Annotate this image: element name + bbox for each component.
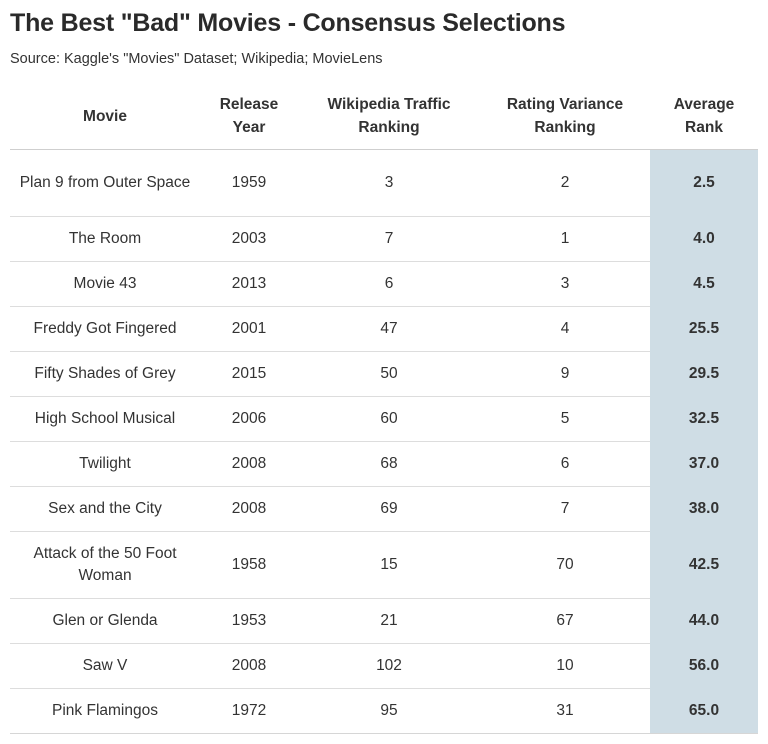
movies-table: Movie Release Year Wikipedia Traffic Ran… bbox=[10, 83, 758, 734]
header-row: Movie Release Year Wikipedia Traffic Ran… bbox=[10, 83, 758, 150]
cell-movie: Fifty Shades of Grey bbox=[10, 351, 200, 397]
cell-rating-variance-ranking: 6 bbox=[480, 441, 650, 487]
column-header-movie: Movie bbox=[10, 83, 200, 150]
cell-release-year: 2015 bbox=[200, 351, 298, 397]
column-header-average-rank: Average Rank bbox=[650, 83, 758, 150]
cell-wikipedia-traffic-ranking: 60 bbox=[298, 396, 480, 442]
cell-wikipedia-traffic-ranking: 47 bbox=[298, 306, 480, 352]
cell-rating-variance-ranking: 10 bbox=[480, 643, 650, 689]
table-row: Sex and the City 2008 69 7 38.0 bbox=[10, 486, 758, 532]
cell-movie: Glen or Glenda bbox=[10, 598, 200, 644]
cell-average-rank: 29.5 bbox=[650, 351, 758, 397]
cell-movie: High School Musical bbox=[10, 396, 200, 442]
cell-rating-variance-ranking: 1 bbox=[480, 216, 650, 262]
table-row: Pink Flamingos 1972 95 31 65.0 bbox=[10, 688, 758, 734]
chart-subtitle: Source: Kaggle's "Movies" Dataset; Wikip… bbox=[10, 51, 383, 67]
column-header-rating-variance-ranking: Rating Variance Ranking bbox=[480, 83, 650, 150]
table-row: Glen or Glenda 1953 21 67 44.0 bbox=[10, 598, 758, 644]
cell-average-rank: 4.5 bbox=[650, 261, 758, 307]
table-row: Saw V 2008 102 10 56.0 bbox=[10, 643, 758, 689]
cell-wikipedia-traffic-ranking: 69 bbox=[298, 486, 480, 532]
table-row: Twilight 2008 68 6 37.0 bbox=[10, 441, 758, 487]
cell-movie: Twilight bbox=[10, 441, 200, 487]
cell-wikipedia-traffic-ranking: 7 bbox=[298, 216, 480, 262]
cell-wikipedia-traffic-ranking: 68 bbox=[298, 441, 480, 487]
cell-rating-variance-ranking: 70 bbox=[480, 531, 650, 599]
cell-average-rank: 44.0 bbox=[650, 598, 758, 644]
cell-release-year: 2008 bbox=[200, 441, 298, 487]
cell-release-year: 2008 bbox=[200, 486, 298, 532]
table-row: Attack of the 50 Foot Woman 1958 15 70 42.5 bbox=[10, 531, 758, 599]
cell-rating-variance-ranking: 7 bbox=[480, 486, 650, 532]
cell-release-year: 2008 bbox=[200, 643, 298, 689]
cell-wikipedia-traffic-ranking: 15 bbox=[298, 531, 480, 599]
cell-release-year: 2006 bbox=[200, 396, 298, 442]
table-row: Freddy Got Fingered 2001 47 4 25.5 bbox=[10, 306, 758, 352]
cell-movie: The Room bbox=[10, 216, 200, 262]
cell-average-rank: 38.0 bbox=[650, 486, 758, 532]
cell-rating-variance-ranking: 3 bbox=[480, 261, 650, 307]
cell-movie: Movie 43 bbox=[10, 261, 200, 307]
table-row: Plan 9 from Outer Space 1959 3 2 2.5 bbox=[10, 149, 758, 217]
cell-wikipedia-traffic-ranking: 50 bbox=[298, 351, 480, 397]
table-row: The Room 2003 7 1 4.0 bbox=[10, 216, 758, 262]
column-header-release-year: Release Year bbox=[200, 83, 298, 150]
cell-movie: Saw V bbox=[10, 643, 200, 689]
column-header-wikipedia-traffic-ranking: Wikipedia Traffic Ranking bbox=[298, 83, 480, 150]
table-row: High School Musical 2006 60 5 32.5 bbox=[10, 396, 758, 442]
cell-release-year: 1959 bbox=[200, 149, 298, 217]
cell-rating-variance-ranking: 9 bbox=[480, 351, 650, 397]
cell-average-rank: 2.5 bbox=[650, 149, 758, 217]
cell-average-rank: 65.0 bbox=[650, 688, 758, 734]
cell-release-year: 2013 bbox=[200, 261, 298, 307]
cell-average-rank: 4.0 bbox=[650, 216, 758, 262]
cell-release-year: 1953 bbox=[200, 598, 298, 644]
cell-wikipedia-traffic-ranking: 6 bbox=[298, 261, 480, 307]
cell-release-year: 2001 bbox=[200, 306, 298, 352]
cell-wikipedia-traffic-ranking: 21 bbox=[298, 598, 480, 644]
cell-rating-variance-ranking: 5 bbox=[480, 396, 650, 442]
cell-movie: Sex and the City bbox=[10, 486, 200, 532]
cell-average-rank: 56.0 bbox=[650, 643, 758, 689]
cell-average-rank: 32.5 bbox=[650, 396, 758, 442]
cell-release-year: 1972 bbox=[200, 688, 298, 734]
cell-rating-variance-ranking: 4 bbox=[480, 306, 650, 352]
cell-movie: Plan 9 from Outer Space bbox=[10, 149, 200, 217]
cell-movie: Attack of the 50 Foot Woman bbox=[10, 531, 200, 599]
cell-movie: Freddy Got Fingered bbox=[10, 306, 200, 352]
cell-rating-variance-ranking: 2 bbox=[480, 149, 650, 217]
cell-average-rank: 37.0 bbox=[650, 441, 758, 487]
cell-average-rank: 25.5 bbox=[650, 306, 758, 352]
cell-wikipedia-traffic-ranking: 95 bbox=[298, 688, 480, 734]
cell-average-rank: 42.5 bbox=[650, 531, 758, 599]
cell-wikipedia-traffic-ranking: 3 bbox=[298, 149, 480, 217]
chart-title: The Best "Bad" Movies - Consensus Select… bbox=[10, 9, 566, 37]
cell-release-year: 1958 bbox=[200, 531, 298, 599]
cell-movie: Pink Flamingos bbox=[10, 688, 200, 734]
cell-rating-variance-ranking: 31 bbox=[480, 688, 650, 734]
cell-wikipedia-traffic-ranking: 102 bbox=[298, 643, 480, 689]
cell-release-year: 2003 bbox=[200, 216, 298, 262]
table-row: Movie 43 2013 6 3 4.5 bbox=[10, 261, 758, 307]
table-row: Fifty Shades of Grey 2015 50 9 29.5 bbox=[10, 351, 758, 397]
cell-rating-variance-ranking: 67 bbox=[480, 598, 650, 644]
